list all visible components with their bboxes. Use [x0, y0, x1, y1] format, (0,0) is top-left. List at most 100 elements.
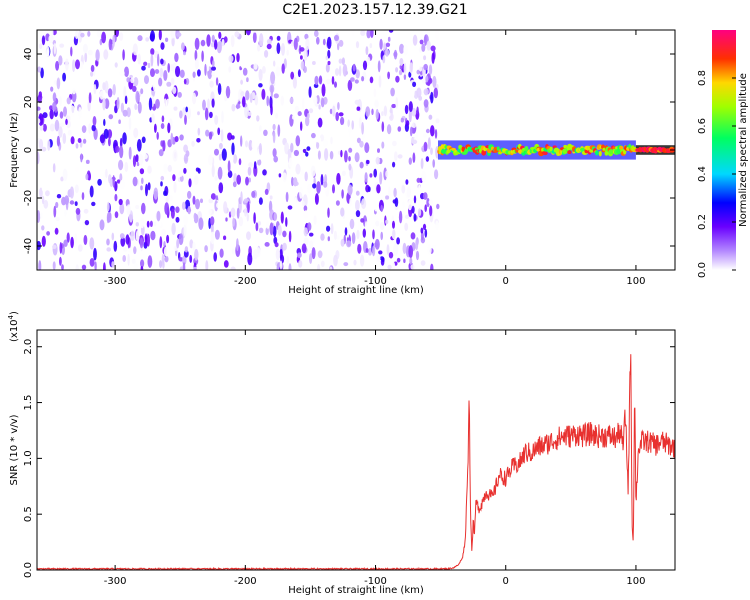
spectrogram-cell	[66, 232, 70, 243]
spectrogram-cell	[301, 243, 307, 254]
spectrogram-cell	[214, 39, 218, 50]
spectrogram-cell	[164, 202, 170, 215]
spectrogram-ylabel: Frequency (Hz)	[9, 112, 20, 188]
spectrogram-cell	[367, 186, 371, 193]
spectrogram-cell	[179, 134, 184, 141]
spectrogram-cell	[337, 42, 340, 51]
spectrogram-cell	[326, 36, 332, 50]
spectrogram-cell	[61, 264, 64, 270]
spectrogram-cell	[412, 122, 417, 129]
spectrogram-cell	[378, 75, 382, 88]
spectrogram-cell	[72, 59, 76, 72]
spectrogram-cell	[170, 208, 175, 219]
spectrogram-cell	[433, 87, 438, 99]
spectrogram-cell	[309, 253, 313, 264]
spectrogram-cell	[145, 202, 150, 215]
spectrogram-cell	[103, 128, 109, 139]
spectrogram-cell	[340, 207, 345, 217]
spectrogram-cell	[175, 65, 181, 78]
spectrogram-cell	[125, 234, 130, 245]
spectrogram-cell	[48, 34, 54, 44]
colorbar-axes: 0.0 0.2 0.4 0.6 0.8	[697, 70, 736, 278]
spectrogram-cell	[132, 43, 138, 56]
spectrogram-cell	[619, 145, 624, 150]
spectrogram-cell	[220, 129, 224, 142]
spectrogram-cell	[316, 181, 321, 194]
spectrogram-cell	[146, 220, 150, 228]
spectrogram-cell	[231, 103, 236, 112]
spectrogram-cell	[82, 138, 87, 144]
spectrogram-cell	[320, 97, 325, 108]
x-tick-label: 100	[626, 276, 645, 287]
spectrogram-cell	[384, 48, 390, 57]
spectrogram-cell	[392, 140, 397, 147]
spectrogram-cell	[85, 173, 89, 180]
spectrogram-cell	[264, 188, 269, 195]
spectrogram-cell	[209, 111, 213, 119]
spectrogram-cell	[361, 76, 365, 82]
snr-scale-prefix: (x10	[9, 319, 20, 342]
spectrogram-cell	[276, 35, 281, 41]
spectrogram-cell	[69, 105, 75, 118]
spectrogram-cell	[122, 109, 128, 117]
y-tick-label: 0.5	[23, 506, 34, 522]
spectrogram-cell	[160, 58, 164, 65]
spectrogram-cell	[136, 139, 142, 152]
spectrogram-cell	[404, 214, 410, 219]
spectrogram-cell	[66, 115, 71, 122]
spectrogram-cell	[375, 108, 379, 120]
spectrogram-cell	[40, 212, 43, 219]
spectrogram-cell	[377, 148, 380, 153]
spectrogram-cell	[275, 248, 281, 261]
spectrogram-cell	[67, 129, 72, 136]
spectrogram-cell	[361, 198, 367, 210]
spectrogram-cell	[135, 222, 139, 227]
spectrogram-cell	[257, 44, 261, 52]
spectrogram-cell	[337, 102, 340, 110]
spectrogram-cell	[367, 248, 373, 256]
spectrogram-cell	[112, 35, 115, 48]
spectrogram-cell	[416, 106, 419, 115]
spectrogram-cell	[219, 248, 224, 258]
spectrogram-cell	[172, 149, 178, 162]
spectrogram-cell	[409, 126, 413, 137]
spectrogram-cell	[184, 246, 189, 253]
spectrogram-cell	[266, 38, 272, 45]
spectrogram-cell	[428, 64, 433, 75]
spectrogram-cell	[303, 205, 308, 212]
spectrogram-cell	[290, 142, 294, 153]
spectrogram-cell	[159, 260, 163, 269]
spectrogram-cell	[253, 164, 258, 177]
spectrogram-cell	[228, 55, 234, 63]
spectrogram-cell	[223, 260, 229, 268]
spectrogram-cell	[391, 261, 396, 270]
spectrogram-cell	[70, 136, 75, 145]
spectrogram-cell	[116, 97, 120, 110]
spectrogram-cell	[338, 58, 343, 64]
spectrogram-cell	[405, 179, 409, 185]
spectrogram-cell	[210, 231, 215, 245]
spectrogram-cell	[236, 207, 240, 219]
spectrogram-cell	[56, 194, 62, 199]
spectrogram-cell	[567, 150, 572, 155]
spectrogram-cell	[41, 225, 45, 231]
spectrogram-cell	[399, 43, 405, 54]
colorbar-tick-label: 0.6	[697, 118, 708, 134]
y-tick-label: 0.0	[23, 562, 34, 578]
spectrogram-cell	[167, 63, 170, 73]
spectrogram-cell	[41, 195, 45, 205]
spectrogram-cell	[116, 224, 121, 232]
spectrogram-cell	[218, 31, 222, 39]
spectrogram-cell	[446, 149, 451, 154]
spectrogram-cell	[39, 124, 44, 131]
snr-scale-exponent: 4	[7, 314, 15, 319]
spectrogram-cell	[114, 62, 118, 68]
spectrogram-cell	[308, 232, 314, 237]
spectrogram-cell	[52, 101, 57, 111]
spectrogram-cell	[411, 107, 417, 117]
spectrogram-cell	[423, 141, 428, 152]
spectrogram-cell	[418, 65, 423, 72]
spectrogram-cell	[357, 243, 362, 254]
y-tick-label: 1.5	[23, 395, 34, 411]
spectrogram-cell	[102, 82, 106, 91]
